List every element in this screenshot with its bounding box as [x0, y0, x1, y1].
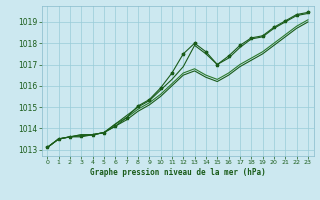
X-axis label: Graphe pression niveau de la mer (hPa): Graphe pression niveau de la mer (hPa): [90, 168, 266, 177]
